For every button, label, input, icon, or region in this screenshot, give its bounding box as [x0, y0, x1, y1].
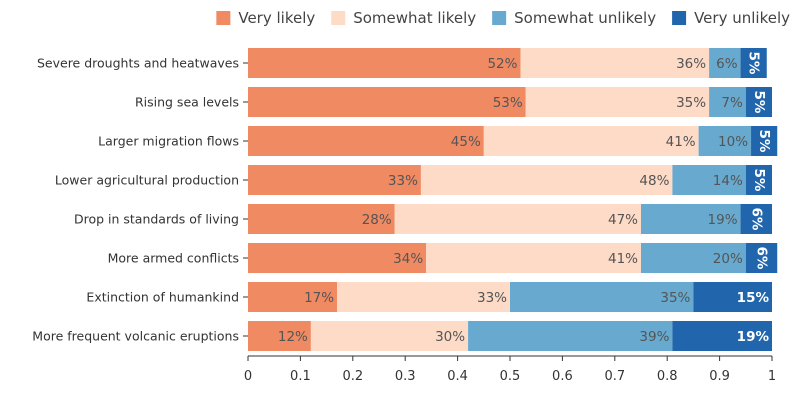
- legend-swatch-very-likely: [216, 11, 231, 25]
- data-label: 5%: [751, 91, 767, 114]
- category-label: More armed conflicts: [108, 251, 239, 266]
- bar-segment: [709, 87, 746, 117]
- x-tick-label: 0.4: [447, 369, 468, 384]
- data-label: 41%: [666, 134, 696, 150]
- legend-label-somewhat-unlikely: Somewhat unlikely: [514, 9, 656, 27]
- bar-segment: [672, 321, 772, 351]
- data-label: 6%: [748, 208, 764, 231]
- legend-label-very-likely: Very likely: [238, 9, 315, 27]
- data-label: 41%: [608, 251, 638, 267]
- data-label: 20%: [713, 251, 743, 267]
- bar-segment: [745, 87, 772, 117]
- data-label: 33%: [388, 173, 418, 189]
- category-label: Extinction of humankind: [86, 290, 239, 305]
- legend-label-very-unlikely: Very unlikely: [694, 9, 790, 27]
- bar-segment: [520, 48, 710, 78]
- data-label: 48%: [639, 173, 669, 189]
- legend-swatch-somewhat-unlikely: [492, 11, 507, 25]
- legend-swatch-somewhat-likely: [331, 11, 346, 25]
- category-label: Rising sea levels: [135, 95, 239, 110]
- legend-label-somewhat-likely: Somewhat likely: [353, 9, 476, 27]
- x-tick-label: 0.3: [395, 369, 416, 384]
- bar-segment: [483, 126, 699, 156]
- bar-segment: [248, 243, 427, 273]
- bar-segment: [510, 282, 694, 312]
- category-label: Lower agricultural production: [55, 173, 239, 188]
- category-labels: Severe droughts and heatwaves Rising sea …: [32, 56, 248, 344]
- data-label: 33%: [477, 290, 507, 306]
- data-label: 5%: [756, 130, 772, 153]
- category-label: More frequent volcanic eruptions: [32, 329, 239, 344]
- x-tick-label: 0.1: [290, 369, 311, 384]
- bar-segment: [641, 243, 746, 273]
- x-tick-label: 0.2: [342, 369, 363, 384]
- data-label: 47%: [608, 212, 638, 228]
- x-tick-label: 1: [768, 369, 776, 384]
- category-label: Drop in standards of living: [74, 212, 239, 227]
- bar-segment: [641, 204, 741, 234]
- data-label: 17%: [304, 290, 334, 306]
- data-label: 39%: [639, 329, 669, 345]
- bar-segment: [420, 165, 673, 195]
- data-label: 15%: [737, 290, 770, 306]
- bar-segment: [709, 48, 741, 78]
- bar-segment: [248, 321, 311, 351]
- data-label: 19%: [737, 329, 770, 345]
- data-label: 35%: [660, 290, 690, 306]
- x-tick-label: 0.6: [552, 369, 573, 384]
- bar-segment: [745, 243, 778, 273]
- bar-segment: [745, 165, 772, 195]
- data-label: 10%: [718, 134, 748, 150]
- bar-segment: [468, 321, 673, 351]
- bar-segment: [310, 321, 469, 351]
- bar-segment: [248, 282, 338, 312]
- data-label: 7%: [721, 95, 743, 111]
- data-label: 12%: [278, 329, 308, 345]
- bar-segment: [740, 48, 767, 78]
- bar-segment: [337, 282, 510, 312]
- bar-segment: [672, 165, 746, 195]
- data-label: 6%: [716, 56, 738, 72]
- x-tick-label: 0.8: [657, 369, 678, 384]
- bar-segment: [248, 48, 521, 78]
- data-label: 36%: [676, 56, 706, 72]
- legend-swatch-very-unlikely: [672, 11, 687, 25]
- x-axis: 0 0.1 0.2 0.3 0.4 0.5 0.6 0.7 0.8 0.9 1: [244, 355, 776, 384]
- bar-segment: [751, 126, 778, 156]
- data-label: 28%: [362, 212, 392, 228]
- data-label: 30%: [435, 329, 465, 345]
- data-label: 52%: [487, 56, 517, 72]
- bar-segment: [248, 126, 484, 156]
- bar-segment: [248, 204, 395, 234]
- data-label: 53%: [493, 95, 523, 111]
- data-label: 14%: [713, 173, 743, 189]
- data-label: 5%: [751, 169, 767, 192]
- bar-segment: [394, 204, 641, 234]
- data-label: 6%: [754, 247, 770, 270]
- data-label: 45%: [451, 134, 481, 150]
- bars: 52% 36% 6% 5% 53% 35% 7% 5% 45% 41% 10% 5% 33% 48% 14%…: [248, 48, 778, 351]
- bar-segment: [248, 87, 526, 117]
- data-label: 35%: [676, 95, 706, 111]
- bar-segment: [426, 243, 641, 273]
- data-label: 19%: [708, 212, 738, 228]
- bar-segment: [698, 126, 752, 156]
- legend: Very likely Somewhat likely Somewhat unlik…: [216, 9, 790, 27]
- data-label: 5%: [746, 52, 762, 75]
- x-tick-label: 0.5: [500, 369, 521, 384]
- bar-segment: [693, 282, 772, 312]
- data-label: 34%: [393, 251, 423, 267]
- x-tick-label: 0.7: [604, 369, 625, 384]
- category-label: Severe droughts and heatwaves: [37, 56, 239, 71]
- bar-segment: [525, 87, 710, 117]
- bar-segment: [740, 204, 772, 234]
- x-tick-label: 0.9: [709, 369, 730, 384]
- bar-segment: [248, 165, 421, 195]
- category-label: Larger migration flows: [98, 134, 239, 149]
- x-tick-label: 0: [244, 369, 252, 384]
